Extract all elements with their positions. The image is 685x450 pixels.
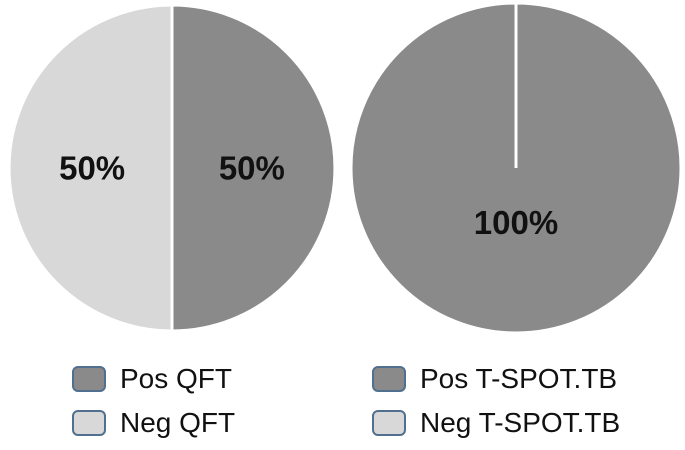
pie-chart-qft: 50% 50% xyxy=(7,3,337,333)
data-label-pos-t-spot-tb: 100% xyxy=(474,204,558,241)
legend-item-neg-qft: Neg QFT xyxy=(72,406,235,440)
legend-label-pos-tspot: Pos T-SPOT.TB xyxy=(420,363,618,394)
legend-swatch-pos-tspot xyxy=(372,366,406,392)
pie-chart-tspot: 100% xyxy=(349,1,683,335)
legend-item-pos-tspot: Pos T-SPOT.TB xyxy=(372,362,620,396)
legend-item-neg-tspot: Neg T-SPOT.TB xyxy=(372,406,620,440)
legend-item-pos-qft: Pos QFT xyxy=(72,362,235,396)
legend-qft: Pos QFT Neg QFT xyxy=(72,362,235,450)
pie-slice-neg-qft xyxy=(7,3,174,333)
pie-slice-pos-qft xyxy=(170,3,337,333)
legend-label-neg-tspot: Neg T-SPOT.TB xyxy=(420,407,621,438)
legend-label-pos-qft: Pos QFT xyxy=(120,363,233,394)
data-label-pos-qft: 50% xyxy=(219,150,285,187)
legend-swatch-pos-qft xyxy=(72,366,106,392)
data-label-neg-qft: 50% xyxy=(59,150,125,187)
legend-swatch-neg-tspot xyxy=(372,410,406,436)
legend-label-neg-qft: Neg QFT xyxy=(120,407,236,438)
legend-tspot: Pos T-SPOT.TB Neg T-SPOT.TB xyxy=(372,362,620,450)
pie-slice-pos-t-spot-tb xyxy=(349,1,683,335)
legend-swatch-neg-qft xyxy=(72,410,106,436)
